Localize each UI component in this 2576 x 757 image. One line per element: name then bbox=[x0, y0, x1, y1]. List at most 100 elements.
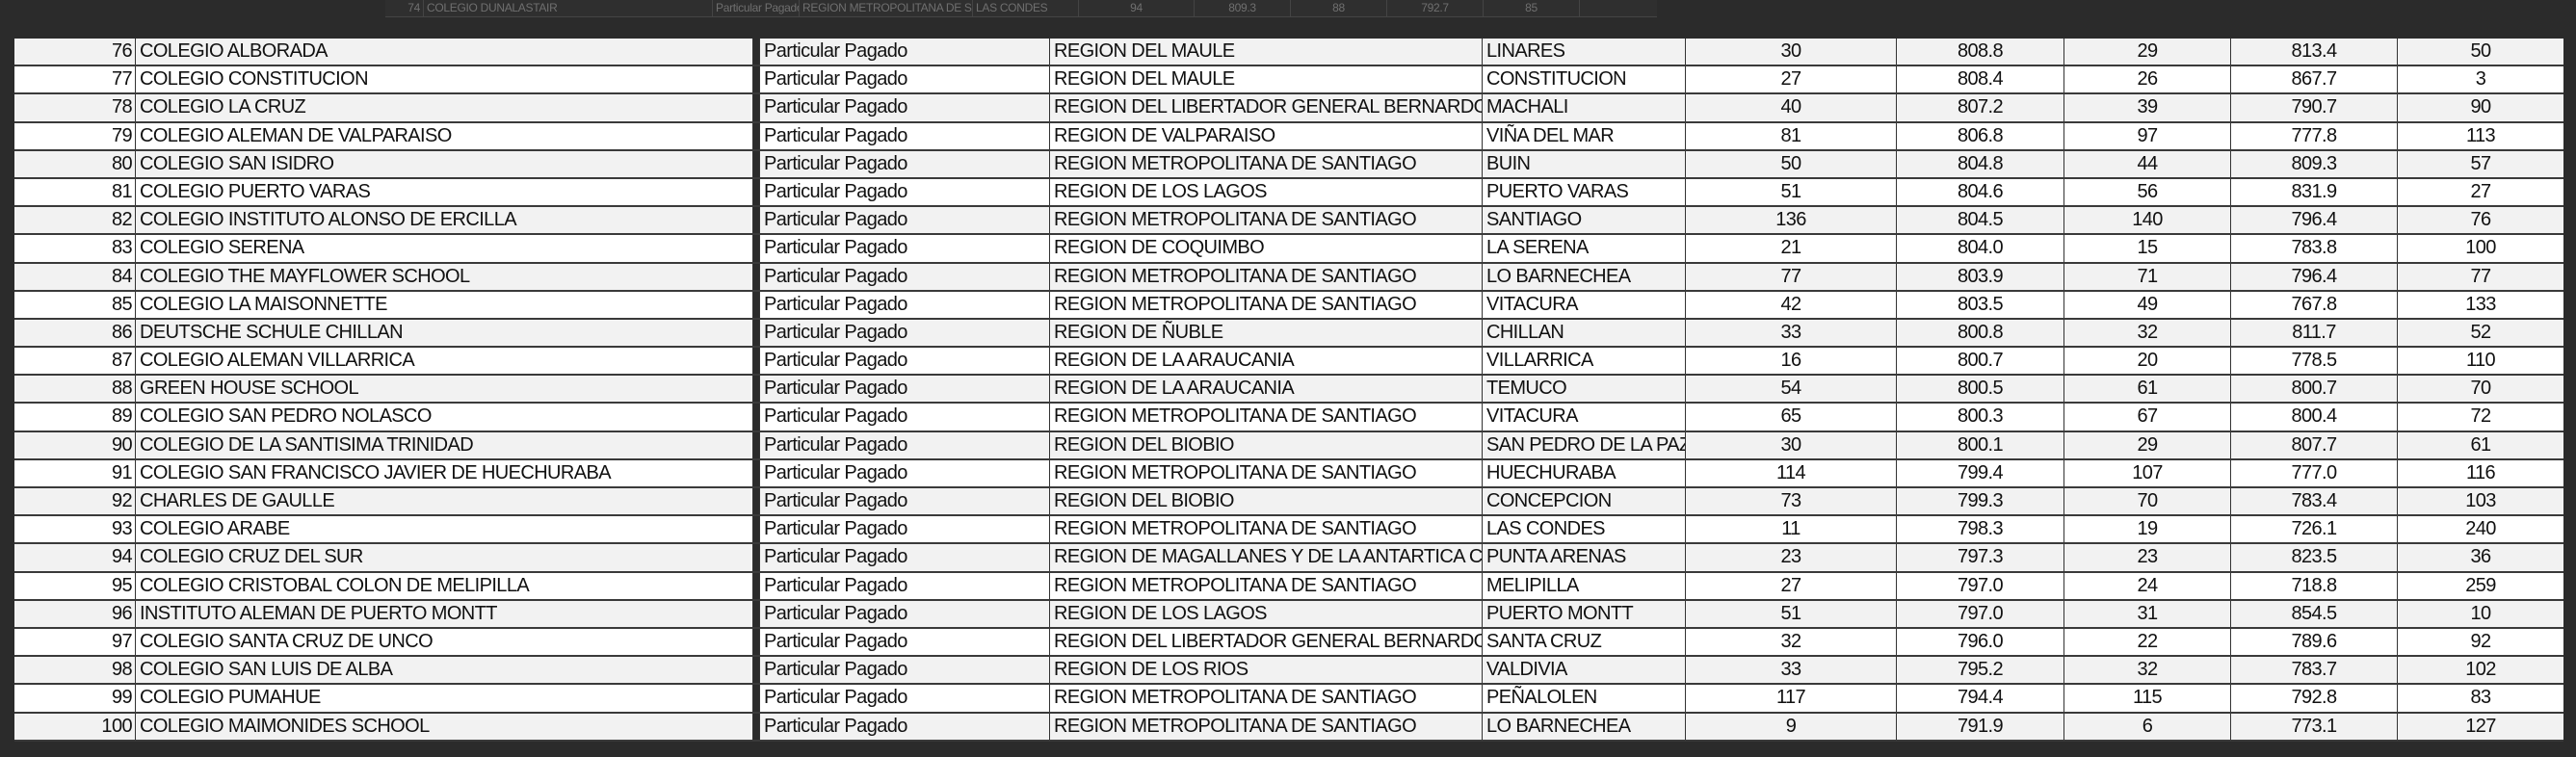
cell-rank[interactable]: 76 bbox=[14, 39, 136, 65]
cell-region[interactable]: REGION DE COQUIMBO bbox=[1050, 235, 1483, 262]
cell-dependency[interactable]: Particular Pagado bbox=[760, 319, 1050, 347]
cell-rank[interactable]: 81 bbox=[14, 178, 136, 206]
cell-rank[interactable]: 78 bbox=[14, 94, 136, 121]
cell-rank[interactable]: 91 bbox=[14, 459, 136, 486]
cell-school-name[interactable]: COLEGIO SAN LUIS DE ALBA bbox=[136, 657, 753, 684]
cell-school-name[interactable]: COLEGIO ALEMAN DE VALPARAISO bbox=[136, 122, 753, 149]
cell-school-name[interactable]: COLEGIO MAIMONIDES SCHOOL bbox=[136, 713, 753, 740]
cell-score-a[interactable]: 803.9 bbox=[1897, 263, 2064, 290]
cell-rank[interactable]: 92 bbox=[14, 488, 136, 515]
cell-dependency[interactable]: Particular Pagado bbox=[760, 572, 1050, 599]
cell-count-a[interactable]: 11 bbox=[1686, 516, 1897, 543]
cell-region[interactable]: REGION DEL LIBERTADOR GENERAL BERNARDO O… bbox=[1050, 628, 1483, 656]
cell-rank[interactable]: 79 bbox=[14, 122, 136, 149]
cell-region[interactable]: REGION DE LOS LAGOS bbox=[1050, 600, 1483, 627]
cell-region[interactable]: REGION DE ÑUBLE bbox=[1050, 319, 1483, 347]
cell-school-name[interactable]: COLEGIO DE LA SANTISIMA TRINIDAD bbox=[136, 431, 753, 458]
cell-dependency[interactable]: Particular Pagado bbox=[760, 600, 1050, 627]
cell-dependency[interactable]: Particular Pagado bbox=[760, 235, 1050, 262]
cell-rank[interactable]: 90 bbox=[14, 431, 136, 458]
cell-score-b[interactable]: 790.7 bbox=[2231, 94, 2398, 121]
cell-score-b[interactable]: 773.1 bbox=[2231, 713, 2398, 740]
cell-rank-b[interactable]: 77 bbox=[2470, 265, 2491, 287]
cell-rank[interactable]: 94 bbox=[14, 544, 136, 571]
cell-dependency[interactable]: Particular Pagado bbox=[760, 291, 1050, 318]
cell-score-a[interactable]: 800.8 bbox=[1897, 319, 2064, 347]
cell-school-name[interactable]: COLEGIO SERENA bbox=[136, 235, 753, 262]
cell-rank[interactable]: 97 bbox=[14, 628, 136, 656]
cell-score-a[interactable]: 800.5 bbox=[1897, 376, 2064, 403]
cell-rank-b[interactable]: 103 bbox=[2465, 490, 2496, 511]
cell-school-name[interactable]: COLEGIO SAN PEDRO NOLASCO bbox=[136, 404, 753, 431]
cell-school-name[interactable]: CHARLES DE GAULLE bbox=[136, 488, 753, 515]
cell-score-a[interactable]: 794.4 bbox=[1897, 685, 2064, 712]
cell-region[interactable]: REGION METROPOLITANA DE SANTIAGO bbox=[1050, 685, 1483, 712]
cell-count-b[interactable]: 22 bbox=[2064, 628, 2231, 656]
cell-score-a[interactable]: 799.3 bbox=[1897, 488, 2064, 515]
cell-school-name[interactable]: COLEGIO PUERTO VARAS bbox=[136, 178, 753, 206]
cell-school-name[interactable]: COLEGIO CRISTOBAL COLON DE MELIPILLA bbox=[136, 572, 753, 599]
cell-rank[interactable]: 80 bbox=[14, 150, 136, 177]
cell-region[interactable]: REGION DEL MAULE bbox=[1050, 39, 1483, 65]
cell-commune[interactable]: PUERTO VARAS bbox=[1483, 178, 1686, 206]
cell-rank[interactable]: 83 bbox=[14, 235, 136, 262]
cell-rank-b[interactable]: 92 bbox=[2470, 630, 2491, 652]
cell-score-a[interactable]: 804.0 bbox=[1897, 235, 2064, 262]
cell-dependency[interactable]: Particular Pagado bbox=[760, 348, 1050, 375]
cell-rank[interactable]: 88 bbox=[14, 376, 136, 403]
cell-score-b[interactable]: 807.7 bbox=[2231, 431, 2398, 458]
cell-count-a[interactable]: 73 bbox=[1686, 488, 1897, 515]
cell-rank-b[interactable]: 110 bbox=[2465, 350, 2496, 372]
cell-score-a[interactable]: 796.0 bbox=[1897, 628, 2064, 656]
cell-count-b[interactable]: 26 bbox=[2064, 66, 2231, 93]
cell-count-a[interactable]: 30 bbox=[1686, 431, 1897, 458]
cell-rank[interactable]: 87 bbox=[14, 348, 136, 375]
cell-rank[interactable]: 98 bbox=[14, 657, 136, 684]
cell-score-a[interactable]: 804.8 bbox=[1897, 150, 2064, 177]
cell-count-a[interactable]: 42 bbox=[1686, 291, 1897, 318]
cell-commune[interactable]: CHILLAN bbox=[1483, 319, 1686, 347]
cell-score-a[interactable]: 799.4 bbox=[1897, 459, 2064, 486]
cell-region[interactable]: REGION DEL BIOBIO bbox=[1050, 431, 1483, 458]
cell-score-a[interactable]: 806.8 bbox=[1897, 122, 2064, 149]
cell-dependency[interactable]: Particular Pagado bbox=[760, 122, 1050, 149]
cell-region[interactable]: REGION DE LA ARAUCANIA bbox=[1050, 376, 1483, 403]
cell-region[interactable]: REGION DEL BIOBIO bbox=[1050, 488, 1483, 515]
cell-rank-b[interactable]: 116 bbox=[2465, 461, 2496, 483]
cell-count-a[interactable]: 32 bbox=[1686, 628, 1897, 656]
cell-commune[interactable]: SANTIAGO bbox=[1483, 207, 1686, 234]
cell-commune[interactable]: PUERTO MONTT bbox=[1483, 600, 1686, 627]
cell-region[interactable]: REGION METROPOLITANA DE SANTIAGO bbox=[1050, 207, 1483, 234]
cell-dependency[interactable]: Particular Pagado bbox=[760, 404, 1050, 431]
cell-rank-b[interactable]: 102 bbox=[2465, 659, 2496, 681]
cell-count-a[interactable]: 50 bbox=[1686, 150, 1897, 177]
cell-commune[interactable]: LA SERENA bbox=[1483, 235, 1686, 262]
cell-count-a[interactable]: 51 bbox=[1686, 178, 1897, 206]
cell-count-b[interactable]: 97 bbox=[2064, 122, 2231, 149]
cell-count-b[interactable]: 32 bbox=[2064, 657, 2231, 684]
cell-dependency[interactable]: Particular Pagado bbox=[760, 488, 1050, 515]
cell-count-a[interactable]: 114 bbox=[1686, 459, 1897, 486]
cell-count-a[interactable]: 9 bbox=[1686, 713, 1897, 740]
cell-count-a[interactable]: 23 bbox=[1686, 544, 1897, 571]
cell-rank-b[interactable]: 100 bbox=[2465, 237, 2496, 259]
cell-score-a[interactable]: 804.5 bbox=[1897, 207, 2064, 234]
cell-score-b[interactable]: 726.1 bbox=[2231, 516, 2398, 543]
cell-rank[interactable]: 84 bbox=[14, 263, 136, 290]
cell-score-b[interactable]: 783.7 bbox=[2231, 657, 2398, 684]
cell-rank[interactable]: 100 bbox=[14, 713, 136, 740]
cell-count-b[interactable]: 15 bbox=[2064, 235, 2231, 262]
cell-rank-b[interactable]: 240 bbox=[2465, 518, 2496, 540]
cell-count-a[interactable]: 33 bbox=[1686, 657, 1897, 684]
cell-school-name[interactable]: COLEGIO INSTITUTO ALONSO DE ERCILLA bbox=[136, 207, 753, 234]
cell-count-b[interactable]: 6 bbox=[2064, 713, 2231, 740]
cell-count-b[interactable]: 20 bbox=[2064, 348, 2231, 375]
cell-count-b[interactable]: 115 bbox=[2064, 685, 2231, 712]
cell-rank[interactable]: 82 bbox=[14, 207, 136, 234]
cell-count-a[interactable]: 21 bbox=[1686, 235, 1897, 262]
cell-commune[interactable]: HUECHURABA bbox=[1483, 459, 1686, 486]
cell-dependency[interactable]: Particular Pagado bbox=[760, 685, 1050, 712]
cell-count-a[interactable]: 136 bbox=[1686, 207, 1897, 234]
cell-score-b[interactable]: 823.5 bbox=[2231, 544, 2398, 571]
cell-rank-b[interactable]: 127 bbox=[2465, 715, 2496, 737]
